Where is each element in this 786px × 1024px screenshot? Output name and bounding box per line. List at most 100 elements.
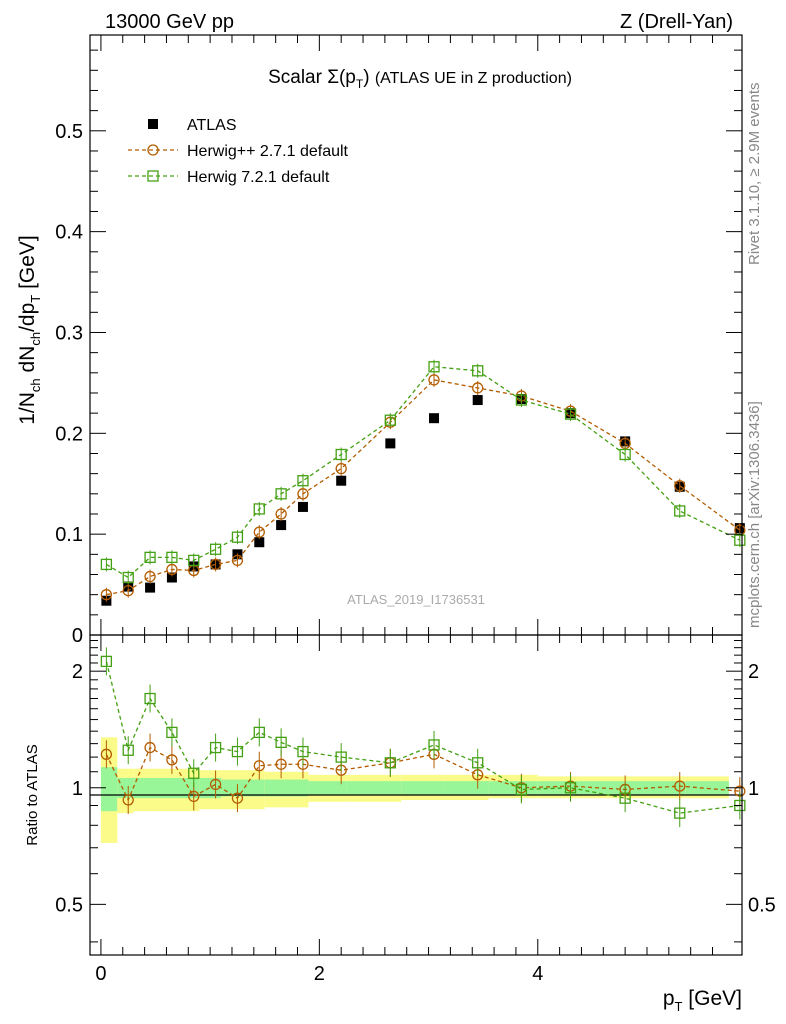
point-herwig-7-2-1-default: [188, 554, 200, 567]
point-atlas: [429, 413, 440, 424]
chart-title: Scalar Σ(pT) (ATLAS UE in Z production): [268, 67, 572, 91]
ratio-y-axis-label: Ratio to ATLAS: [24, 744, 41, 845]
legend-label-atlas: ATLAS: [187, 117, 237, 134]
point-herwig-7-2-1-default: [428, 361, 440, 373]
point-herwig-7-2-1-default: [384, 414, 396, 426]
ratio-point-herwig-2-7-1-default: [209, 778, 222, 791]
main-y-tick-label: 0: [72, 625, 83, 647]
ratio-point-herwig-7-2-1-default: [619, 792, 631, 804]
point-herwig-7-2-1-default: [144, 551, 156, 564]
ratio-inner-band: [264, 779, 309, 797]
ratio-point-herwig-7-2-1-default: [209, 741, 222, 754]
point-herwig-7-2-1-default: [335, 448, 347, 461]
main-y-tick-label: 0.5: [55, 121, 83, 143]
ratio-point-herwig-2-7-1-default: [253, 760, 265, 772]
point-herwig-2-7-1-default: [122, 584, 134, 597]
point-atlas: [297, 501, 308, 512]
point-herwig-2-7-1-default: [428, 374, 440, 386]
point-herwig-7-2-1-default: [515, 394, 528, 406]
point-herwig-2-7-1-default: [275, 508, 287, 520]
ratio-inner-band: [537, 781, 626, 795]
ratio-y-tick-label-right: 2: [748, 661, 759, 683]
x-tick-label: 4: [532, 963, 543, 985]
point-atlas: [472, 395, 483, 406]
main-marks: [100, 359, 746, 606]
x-tick-label: 0: [95, 963, 106, 985]
ratio-point-herwig-7-2-1-default: [297, 745, 309, 758]
main-panel: 0 0.1 0.2 0.3 0.4 0.5 Scalar Σ(pT) (ATLAS UE …: [16, 34, 746, 647]
point-atlas: [336, 475, 347, 486]
legend: ATLAS Herwig++ 2.7.1 default Herwig 7.2.1 …: [128, 117, 349, 186]
ratio-point-herwig-7-2-1-default: [166, 726, 178, 739]
ratio-inner-band: [117, 777, 134, 799]
point-herwig-7-2-1-default: [209, 543, 222, 555]
legend-label-herwig-2-7-1-default: Herwig++ 2.7.1 default: [187, 143, 349, 160]
point-herwig-2-7-1-default: [209, 558, 222, 571]
ratio-point-herwig-7-2-1-default: [515, 783, 528, 796]
ratio-inner-band: [444, 781, 489, 795]
point-atlas: [276, 520, 287, 531]
point-herwig-2-7-1-default: [297, 488, 309, 500]
point-herwig-7-2-1-default: [564, 408, 577, 420]
ratio-inner-band: [133, 777, 200, 799]
ratio-y-tick-label: 0.5: [55, 894, 83, 916]
series-line-herwig-2-7-1-default: [106, 379, 741, 596]
point-herwig-7-2-1-default: [674, 505, 686, 517]
point-herwig-2-7-1-default: [472, 382, 484, 394]
ratio-point-herwig-2-7-1-default: [122, 794, 134, 806]
ratio-point-herwig-7-2-1-default: [428, 739, 440, 751]
point-herwig-7-2-1-default: [122, 571, 134, 584]
point-herwig-7-2-1-default: [297, 475, 309, 487]
ratio-panel: 0.5 0.5 1 1 2 2 0 2 4 Ratio to ATLAS pT [GeV]: [24, 634, 776, 1014]
legend-marker-herwig-2-7-1-default: [147, 144, 159, 156]
ratio-point-herwig-7-2-1-default: [188, 767, 200, 779]
ratio-point-herwig-7-2-1-default: [231, 745, 244, 758]
ratio-point-herwig-2-7-1-default: [100, 748, 113, 760]
point-herwig-2-7-1-default: [144, 570, 156, 583]
point-herwig-2-7-1-default: [166, 563, 178, 576]
x-axis-label: pT [GeV]: [663, 987, 742, 1014]
ratio-y-tick-label-right: 1: [748, 778, 759, 800]
ratio-point-herwig-7-2-1-default: [335, 751, 347, 763]
point-herwig-7-2-1-default: [734, 534, 746, 546]
ratio-point-herwig-7-2-1-default: [122, 744, 134, 756]
source-label: mcplots.cern.ch [arXiv:1306.3436]: [746, 401, 763, 628]
point-atlas: [254, 537, 265, 548]
ratio-inner-band: [100, 767, 118, 812]
legend-label-herwig-7-2-1-default: Herwig 7.2.1 default: [187, 169, 330, 186]
main-y-tick-label: 0.1: [55, 524, 83, 546]
ratio-point-herwig-2-7-1-default: [144, 741, 156, 754]
x-tick-label: 2: [314, 963, 325, 985]
point-herwig-2-7-1-default: [674, 480, 686, 492]
ratio-point-herwig-2-7-1-default: [275, 758, 287, 770]
main-y-tick-label: 0.2: [55, 423, 83, 445]
ratio-inner-band: [346, 781, 402, 795]
ratio-point-herwig-2-7-1-default: [231, 792, 244, 804]
ratio-inner-band: [308, 781, 347, 795]
point-herwig-2-7-1-default: [253, 526, 265, 538]
rivet-version-label: Rivet 3.1.10, ≥ 2.9M events: [746, 83, 763, 266]
ratio-point-herwig-7-2-1-default: [253, 726, 265, 739]
series-line-herwig-7-2-1-default: [106, 366, 741, 579]
ratio-y-tick-label-right: 0.5: [748, 894, 776, 916]
ratio-point-herwig-7-2-1-default: [472, 757, 484, 769]
point-herwig-7-2-1-default: [100, 558, 113, 571]
ratio-point-herwig-7-2-1-default: [564, 782, 577, 794]
legend-marker-herwig-7-2-1-default: [147, 170, 159, 182]
ratio-y-tick-label: 2: [72, 661, 83, 683]
point-atlas: [385, 438, 396, 449]
ratio-point-herwig-7-2-1-default: [384, 757, 396, 769]
ratio-point-herwig-7-2-1-default: [100, 655, 113, 668]
ratio-point-herwig-7-2-1-default: [674, 807, 686, 819]
point-atlas: [166, 572, 177, 583]
ratio-point-herwig-2-7-1-default: [674, 780, 686, 792]
main-y-axis-label: 1/Nch dNch/dpT [GeV]: [16, 235, 43, 425]
energy-label: 13000 GeV pp: [105, 11, 234, 33]
point-herwig-7-2-1-default: [472, 365, 484, 377]
ratio-point-herwig-7-2-1-default: [275, 736, 287, 748]
point-atlas: [145, 582, 156, 593]
ratio-inner-band: [401, 781, 445, 795]
point-herwig-2-7-1-default: [335, 462, 347, 475]
ratio-marks: [100, 647, 746, 828]
